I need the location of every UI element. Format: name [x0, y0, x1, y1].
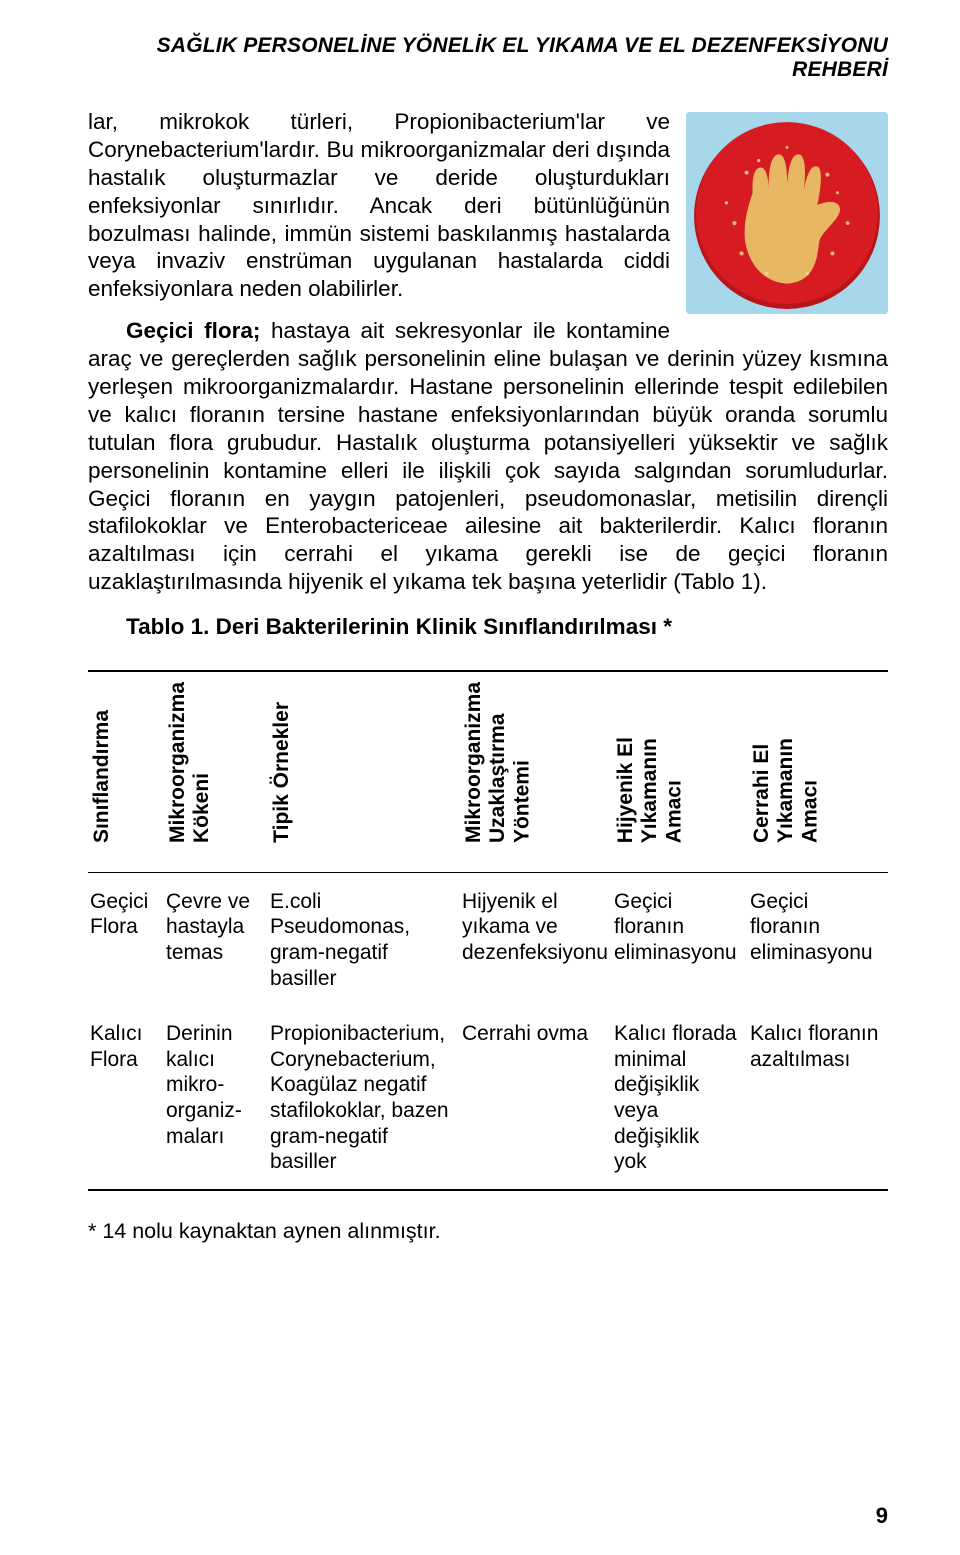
para2-body: hastaya ait sekresyonlar ile kontamine a… — [88, 318, 888, 594]
cell: Derinin kalıcı mikro- organiz- maları — [164, 1005, 268, 1189]
cell: E.coli Pseudomonas, gram-negatif basille… — [268, 872, 460, 1005]
running-header: SAĞLIK PERSONELİNE YÖNELİK EL YIKAMA VE … — [88, 34, 888, 82]
table-wrapper: Sınıflandırma Mikroorganizma Kökeni Tipi… — [88, 670, 888, 1191]
cell: Geçici floranın eliminasyonu — [748, 872, 888, 1005]
para2-lead: Geçici flora; — [126, 318, 260, 343]
body: lar, mikrokok türleri, Propionibacterium… — [88, 108, 888, 1244]
cell: Kalıcı florada minimal değişiklik veya d… — [612, 1005, 748, 1189]
col-header: Cerrahi El Yıkamanın Amacı — [748, 672, 888, 872]
col-header: Tipik Örnekler — [268, 672, 460, 872]
petri-dish-icon — [686, 112, 888, 314]
paragraph-2: Geçici flora; hastaya ait sekresyonlar i… — [88, 317, 888, 596]
petri-dish-figure — [686, 112, 888, 314]
col-header: Mikroorganizma Uzaklaştırma Yöntemi — [460, 672, 612, 872]
cell: Propionibacterium, Corynebacterium, Koag… — [268, 1005, 460, 1189]
table-footnote: * 14 nolu kaynaktan aynen alınmıştır. — [88, 1219, 888, 1244]
classification-table: Sınıflandırma Mikroorganizma Kökeni Tipi… — [88, 672, 888, 1189]
cell: Geçici Flora — [88, 872, 164, 1005]
table-title: Tablo 1. Deri Bakterilerinin Klinik Sını… — [88, 614, 888, 640]
cell: Geçici floranın eliminasyonu — [612, 872, 748, 1005]
col-header: Mikroorganizma Kökeni — [164, 672, 268, 872]
table-header-row: Sınıflandırma Mikroorganizma Kökeni Tipi… — [88, 672, 888, 872]
page: SAĞLIK PERSONELİNE YÖNELİK EL YIKAMA VE … — [0, 0, 960, 1555]
table-row: Geçici Flora Çevre ve hastayla temas E.c… — [88, 872, 888, 1005]
col-header: Sınıflandırma — [88, 672, 164, 872]
cell: Kalıcı floranın azaltılması — [748, 1005, 888, 1189]
cell: Hijyenik el yıkama ve dezenfeksiyonu — [460, 872, 612, 1005]
cell: Kalıcı Flora — [88, 1005, 164, 1189]
table-row: Kalıcı Flora Derinin kalıcı mikro- organ… — [88, 1005, 888, 1189]
page-number: 9 — [876, 1503, 888, 1529]
cell: Çevre ve hastayla temas — [164, 872, 268, 1005]
cell: Cerrahi ovma — [460, 1005, 612, 1189]
col-header: Hijyenik El Yıkamanın Amacı — [612, 672, 748, 872]
